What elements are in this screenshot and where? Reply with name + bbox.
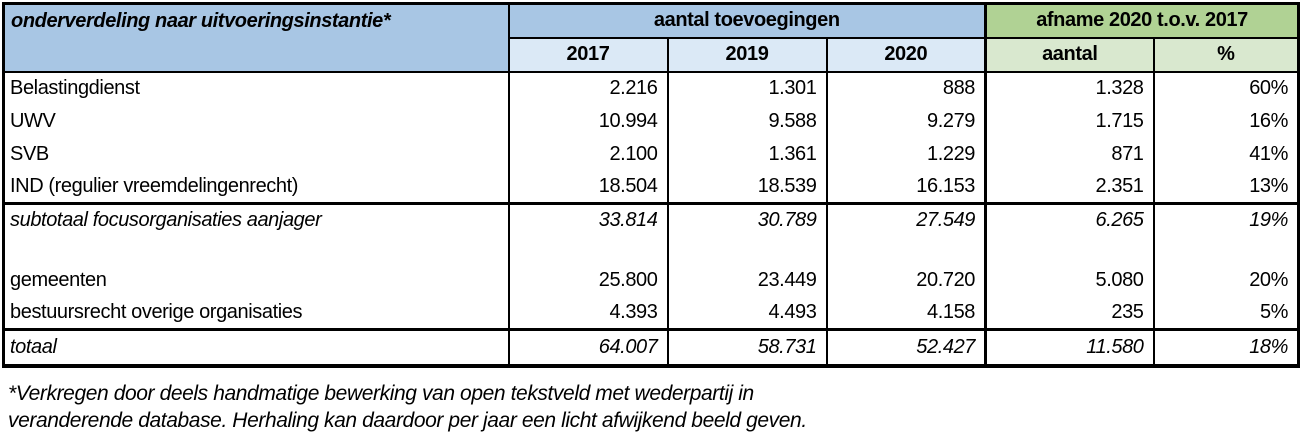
col-header-aantal: aantal	[984, 37, 1154, 73]
value-cell: 18%	[1152, 328, 1299, 366]
value-cell: 4.158	[825, 296, 986, 330]
value-cell: 1.328	[984, 71, 1154, 105]
value-cell: 5.080	[984, 263, 1154, 297]
value-cell: 25.800	[507, 263, 668, 297]
value-cell: 9.279	[825, 104, 986, 138]
value-cell: 19%	[1152, 202, 1299, 237]
group-header-afname: afname 2020 t.o.v. 2017	[984, 3, 1299, 39]
value-cell: 1.361	[666, 137, 827, 171]
table-row: Belastingdienst 2.216 1.301 888 1.328 60%	[4, 71, 1299, 105]
footnote-line-1: *Verkregen door deels handmatige bewerki…	[8, 382, 754, 405]
value-cell: 41%	[1152, 137, 1299, 171]
value-cell: 18.504	[507, 170, 668, 204]
table-row: bestuursrecht overige organisaties 4.393 4…	[4, 296, 1299, 330]
value-cell: 1.229	[825, 137, 986, 171]
col-header-2019: 2019	[666, 37, 827, 73]
value-cell: 888	[825, 71, 986, 105]
value-cell: 33.814	[507, 202, 668, 237]
footnote: *Verkregen door deels handmatige bewerki…	[8, 380, 807, 434]
table-title-cell: onderverdeling naar uitvoeringsinstantie…	[3, 3, 509, 73]
value-cell: 30.789	[666, 202, 827, 237]
value-cell: 5%	[1152, 296, 1299, 330]
value-cell: 11.580	[984, 328, 1154, 366]
table-body: Belastingdienst 2.216 1.301 888 1.328 60% UWV 1…	[3, 71, 1299, 366]
value-cell	[507, 236, 668, 264]
value-cell: 235	[984, 296, 1154, 330]
col-header-2017: 2017	[507, 37, 668, 73]
table-row: gemeenten 25.800 23.449 20.720 5.080 20%	[4, 263, 1299, 297]
value-cell: 20.720	[825, 263, 986, 297]
value-cell: 1.715	[984, 104, 1154, 138]
value-cell: 16.153	[825, 170, 986, 204]
table-row: SVB 2.100 1.361 1.229 871 41%	[4, 137, 1299, 171]
value-cell: 4.393	[507, 296, 668, 330]
value-cell: 58.731	[666, 328, 827, 366]
footnote-line-2: veranderende database. Herhaling kan daa…	[8, 409, 807, 432]
row-label-cell: Belastingdienst	[10, 77, 140, 99]
value-cell: 2.351	[984, 170, 1154, 204]
agency-breakdown-table: onderverdeling naar uitvoeringsinstantie…	[2, 2, 1300, 368]
value-cell: 18.539	[666, 170, 827, 204]
value-cell: 23.449	[666, 263, 827, 297]
col-header-2020: 2020	[825, 37, 986, 73]
table-row: totaal 64.007 58.731 52.427 11.580 18%	[3, 328, 1299, 366]
value-cell	[1152, 236, 1299, 264]
row-label-cell: subtotaal focusorganisaties aanjager	[3, 202, 509, 237]
value-cell	[825, 236, 986, 264]
table-row: UWV 10.994 9.588 9.279 1.715 16%	[4, 104, 1299, 138]
row-label-cell: SVB	[10, 142, 49, 165]
value-cell: 1.301	[666, 71, 827, 105]
value-cell: 4.493	[666, 296, 827, 330]
value-cell: 10.994	[507, 104, 668, 138]
value-cell: 9.588	[666, 104, 827, 138]
value-cell: 27.549	[825, 202, 986, 237]
row-label-cell: bestuursrecht overige organisaties	[10, 300, 303, 323]
value-cell: 20%	[1152, 263, 1299, 297]
row-label-cell: totaal	[3, 328, 509, 366]
value-cell: 52.427	[825, 328, 986, 366]
group-header-aantal-toevoegingen: aantal toevoegingen	[507, 3, 986, 39]
value-cell: 64.007	[507, 328, 668, 366]
table-row	[4, 236, 1299, 264]
value-cell	[666, 236, 827, 264]
table-row: subtotaal focusorganisaties aanjager 33.8…	[3, 202, 1299, 237]
row-label-cell	[4, 237, 509, 264]
value-cell: 6.265	[984, 202, 1154, 237]
row-label-cell: UWV	[10, 109, 56, 132]
value-cell: 2.216	[507, 71, 668, 105]
value-cell: 60%	[1152, 71, 1299, 105]
value-cell: 16%	[1152, 104, 1299, 138]
value-cell: 2.100	[507, 137, 668, 171]
value-cell: 871	[984, 137, 1154, 171]
value-cell	[984, 236, 1154, 264]
col-header-pct: %	[1152, 37, 1299, 73]
row-label-cell: IND (regulier vreemdelingenrecht)	[10, 174, 299, 197]
value-cell: 13%	[1152, 170, 1299, 204]
table-row: IND (regulier vreemdelingenrecht) 18.504 1…	[4, 170, 1299, 204]
row-label-cell: gemeenten	[10, 268, 107, 291]
